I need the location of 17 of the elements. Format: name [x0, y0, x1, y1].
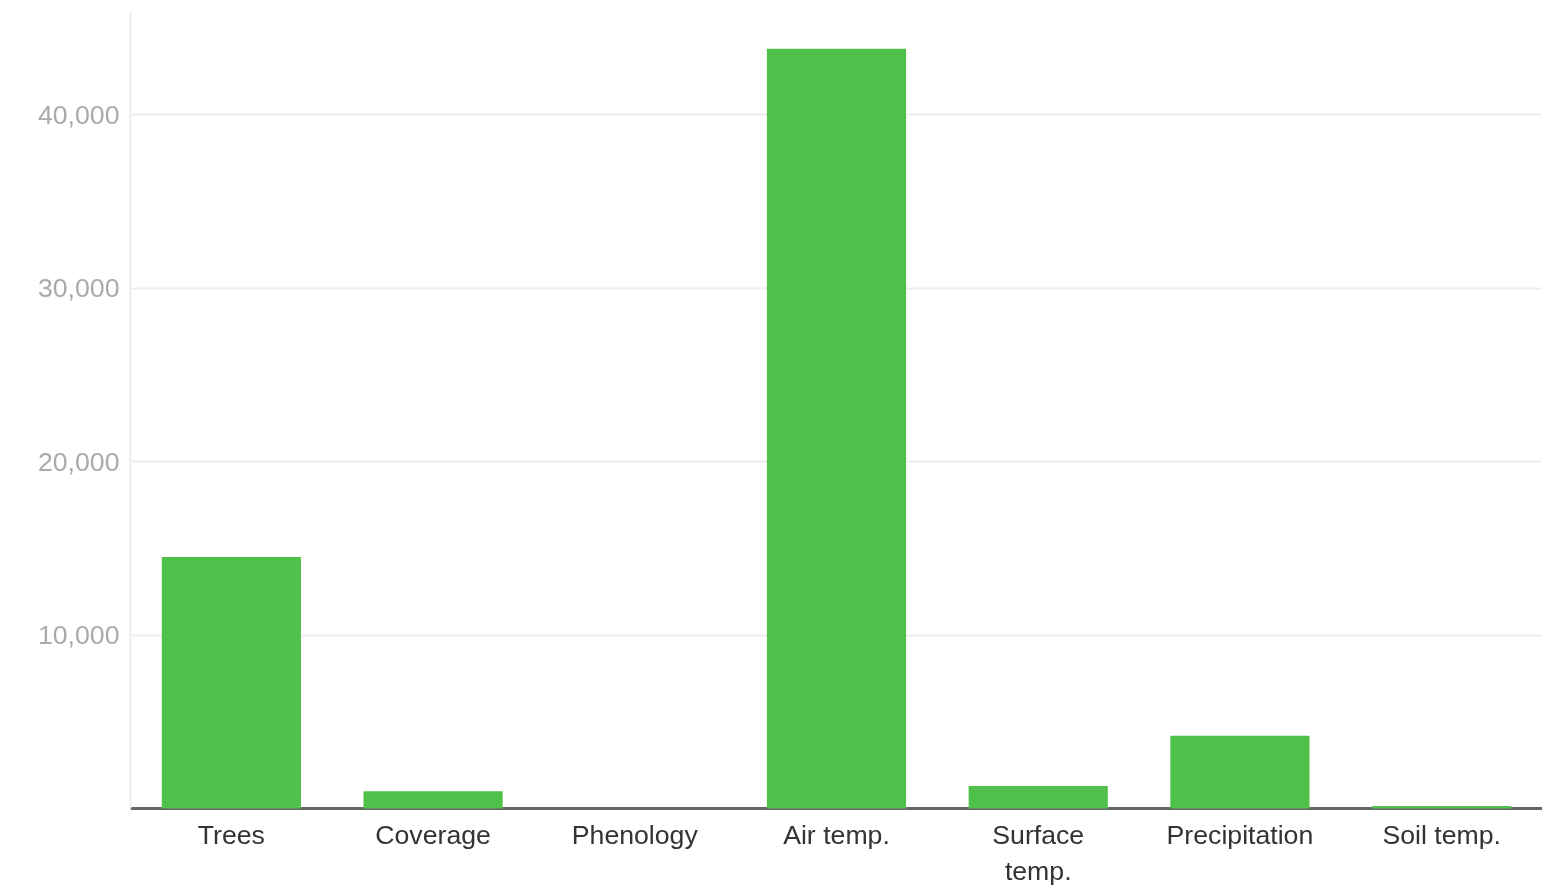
- x-tick-label: Coverage: [375, 819, 491, 850]
- y-tick-label: 20,000: [37, 446, 120, 477]
- bar: [766, 48, 907, 809]
- bar: [1170, 735, 1310, 809]
- x-tick-label: Trees: [197, 819, 265, 850]
- y-tick-label: 10,000: [37, 620, 120, 651]
- y-tick-label: 40,000: [37, 99, 120, 130]
- bar: [1372, 805, 1512, 809]
- y-tick-label: 30,000: [37, 273, 120, 304]
- bar: [968, 785, 1108, 809]
- x-tick-label: Phenology: [571, 819, 699, 850]
- x-tick-label: Precipitation: [1166, 819, 1314, 850]
- x-tick-label: Soil temp.: [1382, 819, 1501, 850]
- x-tick-label: Surface temp.: [992, 819, 1085, 886]
- bar: [161, 556, 301, 809]
- x-tick-label: Air temp.: [783, 819, 890, 850]
- bar: [363, 791, 503, 809]
